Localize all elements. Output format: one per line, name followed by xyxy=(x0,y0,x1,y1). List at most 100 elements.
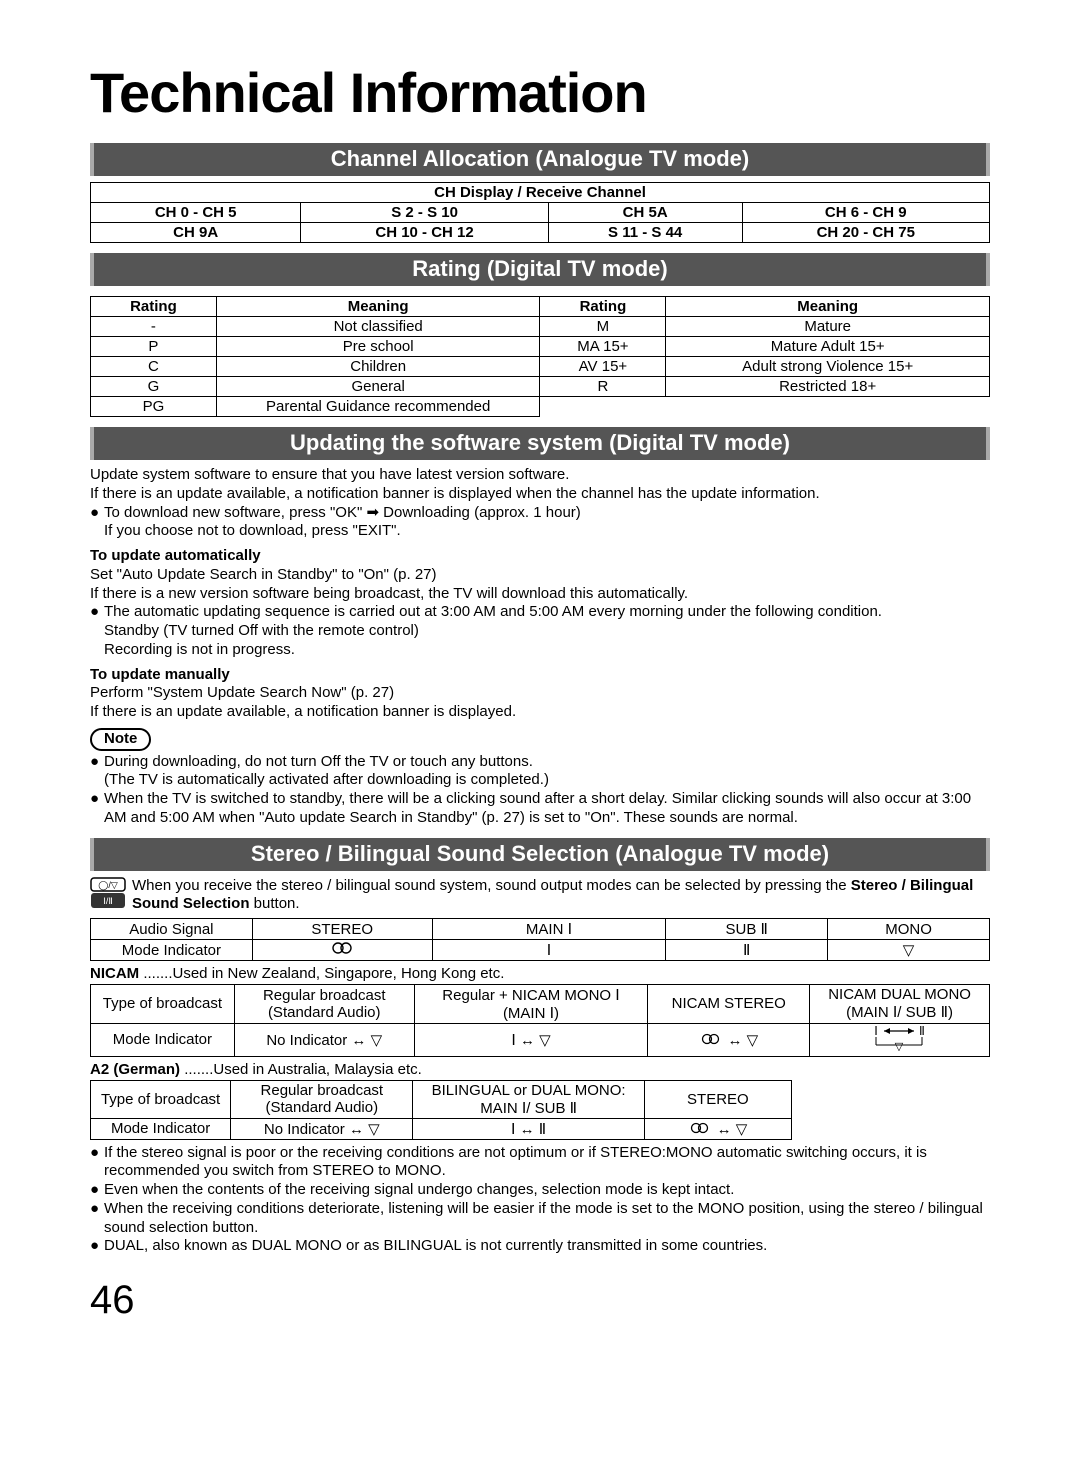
ch-cell: CH 5A xyxy=(548,203,742,223)
rating-cell: R xyxy=(540,377,666,397)
cell: Ⅱ xyxy=(666,940,828,961)
update-auto-title: To update automatically xyxy=(90,547,990,566)
note2-bullet: ● When the TV is switched to standby, th… xyxy=(90,790,990,828)
section-updating-title: Updating the software system (Digital TV… xyxy=(90,427,990,460)
rating-cell: G xyxy=(91,377,217,397)
rating-cell: P xyxy=(91,337,217,357)
cell: STEREO xyxy=(252,919,432,940)
cell: NICAM DUAL MONO (MAIN Ⅰ/ SUB Ⅱ) xyxy=(810,984,990,1023)
ch-cell: S 2 - S 10 xyxy=(301,203,548,223)
rating-cell: Restricted 18+ xyxy=(666,377,990,397)
cell: ↔ ▽ xyxy=(648,1023,810,1056)
section-stereo-title: Stereo / Bilingual Sound Selection (Anal… xyxy=(90,838,990,871)
update-auto3-bullet: ● The automatic updating sequence is car… xyxy=(90,603,990,659)
update-auto1: Set "Auto Update Search in Standby" to "… xyxy=(90,566,990,585)
mono-symbol: ▽ xyxy=(828,940,990,961)
a2-table: Type of broadcast Regular broadcast (Sta… xyxy=(90,1080,792,1140)
nicam-label: NICAM xyxy=(90,965,139,982)
nicam-line: NICAM .......Used in New Zealand, Singap… xyxy=(90,965,990,984)
roman-one: Ⅰ xyxy=(511,1121,515,1138)
table-row: Type of broadcast Regular broadcast (Sta… xyxy=(91,1080,792,1118)
rating-cell: Children xyxy=(216,357,540,377)
page-number: 46 xyxy=(90,1278,990,1323)
note2: When the TV is switched to standby, ther… xyxy=(104,790,990,828)
audio-signal-label: Audio Signal xyxy=(91,919,253,940)
nicam-table: Type of broadcast Regular broadcast (Sta… xyxy=(90,984,990,1057)
rating-cell: M xyxy=(540,317,666,337)
channel-alloc-table: CH 0 - CH 5 S 2 - S 10 CH 5A CH 6 - CH 9… xyxy=(90,202,990,243)
channel-alloc-caption: CH Display / Receive Channel xyxy=(90,182,990,202)
arrow-icon: ↔ xyxy=(349,1121,364,1138)
bullet-dot-icon: ● xyxy=(90,1144,104,1182)
rating-header: Rating xyxy=(91,297,217,317)
table-row: - Not classified M Mature xyxy=(91,317,990,337)
rating-cell: - xyxy=(91,317,217,337)
svg-text:▽: ▽ xyxy=(894,1041,903,1051)
rating-cell: Not classified xyxy=(216,317,540,337)
ch-cell: CH 10 - CH 12 xyxy=(301,223,548,243)
ch-cell: S 11 - S 44 xyxy=(548,223,742,243)
cell: No Indicator ↔ ▽ xyxy=(234,1023,414,1056)
section-rating-band: Rating (Digital TV mode) xyxy=(90,253,990,286)
cell: Regular + NICAM MONO Ⅰ (MAIN Ⅰ) xyxy=(414,984,648,1023)
arrow-icon: ↔ xyxy=(520,1121,535,1138)
svg-text:Ⅰ/Ⅱ: Ⅰ/Ⅱ xyxy=(103,896,113,906)
rating-header: Meaning xyxy=(666,297,990,317)
roman-one: Ⅰ xyxy=(511,1032,515,1049)
mono-symbol: ▽ xyxy=(368,1121,380,1138)
rating-cell: General xyxy=(216,377,540,397)
updating-dl2: If you choose not to download, press "EX… xyxy=(104,522,401,539)
update-auto2: If there is a new version software being… xyxy=(90,585,990,604)
mode-indicator-label: Mode Indicator xyxy=(91,940,253,961)
table-row: PG Parental Guidance recommended xyxy=(91,397,990,417)
foot2: Even when the contents of the receiving … xyxy=(104,1181,734,1200)
rating-cell-empty xyxy=(666,397,990,417)
foot4: DUAL, also known as DUAL MONO or as BILI… xyxy=(104,1237,767,1256)
arrow-icon: ↔ xyxy=(717,1121,732,1138)
table-row: P Pre school MA 15+ Mature Adult 15+ xyxy=(91,337,990,357)
table-row: C Children AV 15+ Adult strong Violence … xyxy=(91,357,990,377)
table-row: Mode Indicator No Indicator ↔ ▽ Ⅰ ↔ Ⅱ ↔ … xyxy=(91,1118,792,1139)
rating-cell: AV 15+ xyxy=(540,357,666,377)
cell: Mode Indicator xyxy=(91,1118,231,1139)
update-auto3b: Standby (TV turned Off with the remote c… xyxy=(104,622,419,639)
cell: No Indicator ↔ ▽ xyxy=(231,1118,413,1139)
rating-cell: Adult strong Violence 15+ xyxy=(666,357,990,377)
no-indicator-text: No Indicator xyxy=(264,1121,345,1138)
note1-bullet: ● During downloading, do not turn Off th… xyxy=(90,753,990,791)
foot2-bullet: ●Even when the contents of the receiving… xyxy=(90,1181,990,1200)
ch-cell: CH 20 - CH 75 xyxy=(742,223,989,243)
cell: STEREO xyxy=(644,1080,791,1118)
stereo-footnotes: ●If the stereo signal is poor or the rec… xyxy=(90,1144,990,1257)
table-row: Mode Indicator No Indicator ↔ ▽ Ⅰ ↔ ▽ ↔ … xyxy=(91,1023,990,1056)
bullet-dot-icon: ● xyxy=(90,504,104,542)
table-row: Mode Indicator Ⅰ Ⅱ ▽ xyxy=(91,940,990,961)
mono-symbol: ▽ xyxy=(539,1032,551,1049)
cell: Regular broadcast (Standard Audio) xyxy=(231,1080,413,1118)
a2-line: A2 (German) .......Used in Australia, Ma… xyxy=(90,1061,990,1080)
stereo-symbol xyxy=(252,940,432,961)
updating-intro2: If there is an update available, a notif… xyxy=(90,485,990,504)
arrow-icon: ↔ xyxy=(727,1032,742,1049)
stereo-button-icon: ◯/▽ Ⅰ/Ⅱ xyxy=(90,877,126,909)
cell: Ⅰ xyxy=(432,940,666,961)
cell: ↔ ▽ xyxy=(644,1118,791,1139)
rating-cell: Pre school xyxy=(216,337,540,357)
mono-symbol: ▽ xyxy=(736,1121,748,1138)
foot3: When the receiving conditions deteriorat… xyxy=(104,1200,990,1238)
section-updating-band: Updating the software system (Digital TV… xyxy=(90,427,990,460)
note1b: (The TV is automatically activated after… xyxy=(104,771,549,788)
table-row: CH 9A CH 10 - CH 12 S 11 - S 44 CH 20 - … xyxy=(91,223,990,243)
update-manual-title: To update manually xyxy=(90,666,990,685)
rating-table: Rating Meaning Rating Meaning - Not clas… xyxy=(90,296,990,417)
cell: Ⅰ ↔ ▽ xyxy=(414,1023,648,1056)
a2-label: A2 (German) xyxy=(90,1061,180,1078)
rating-cell: MA 15+ xyxy=(540,337,666,357)
mono-symbol: ▽ xyxy=(747,1032,759,1049)
rating-cell: Mature xyxy=(666,317,990,337)
updating-intro1: Update system software to ensure that yo… xyxy=(90,466,990,485)
cell: Type of broadcast xyxy=(91,1080,231,1118)
foot3-bullet: ●When the receiving conditions deteriora… xyxy=(90,1200,990,1238)
stereo-intro1: When you receive the stereo / bilingual … xyxy=(132,877,847,894)
arrow-icon: ↔ xyxy=(520,1032,535,1049)
